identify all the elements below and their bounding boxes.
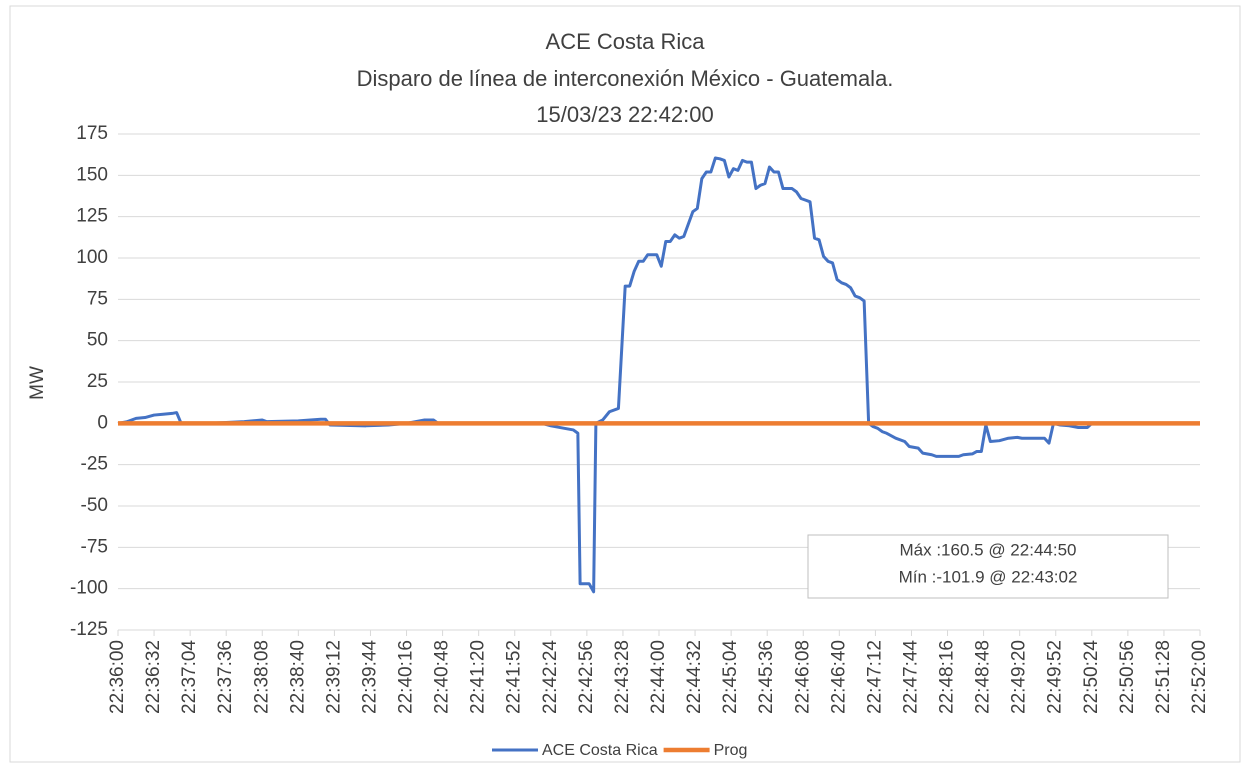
x-tick-label: 22:39:44	[359, 640, 380, 714]
x-tick-label: 22:37:36	[215, 640, 236, 714]
y-tick-label: -25	[81, 454, 108, 475]
legend-label: Prog	[714, 742, 748, 759]
x-tick-label: 22:38:40	[287, 640, 308, 714]
x-tick-label: 22:40:48	[432, 640, 453, 714]
y-tick-label: -50	[81, 495, 108, 516]
y-tick-label: -125	[70, 619, 108, 640]
chart-subtitle: Disparo de línea de interconexión México…	[357, 66, 894, 91]
x-tick-label: 22:37:04	[179, 640, 200, 714]
y-tick-label: 150	[76, 164, 108, 185]
x-tick-label: 22:46:08	[792, 640, 813, 714]
x-tick-label: 22:51:28	[1153, 640, 1174, 714]
x-tick-label: 22:48:16	[937, 640, 958, 714]
y-tick-label: 50	[87, 330, 108, 351]
x-tick-label: 22:36:00	[107, 640, 128, 714]
x-tick-label: 22:49:20	[1009, 640, 1030, 714]
y-tick-label: 175	[76, 123, 108, 144]
chart-title: ACE Costa Rica	[546, 29, 706, 54]
y-tick-label: -75	[81, 536, 108, 557]
x-tick-label: 22:52:00	[1189, 640, 1210, 714]
x-tick-label: 22:41:52	[504, 640, 525, 714]
x-tick-label: 22:40:16	[396, 640, 417, 714]
chart-frame	[9, 5, 1241, 763]
x-tick-label: 22:50:24	[1081, 640, 1102, 714]
x-tick-label: 22:46:40	[828, 640, 849, 714]
y-tick-label: -100	[70, 578, 108, 599]
y-tick-label: 25	[87, 371, 108, 392]
legend-label: ACE Costa Rica	[542, 742, 658, 759]
x-tick-label: 22:44:00	[648, 640, 669, 714]
x-tick-label: 22:38:08	[251, 640, 272, 714]
x-tick-label: 22:43:28	[612, 640, 633, 714]
x-tick-label: 22:50:56	[1117, 640, 1138, 714]
x-tick-label: 22:41:20	[468, 640, 489, 714]
x-tick-label: 22:47:12	[864, 640, 885, 714]
x-tick-label: 22:45:36	[756, 640, 777, 714]
x-tick-label: 22:49:52	[1045, 640, 1066, 714]
annotation: Máx :160.5 @ 22:44:50	[900, 540, 1077, 559]
y-axis-label: MW	[27, 366, 48, 400]
x-tick-label: 22:42:24	[540, 640, 561, 714]
y-tick-label: 75	[87, 288, 108, 309]
x-tick-label: 22:47:44	[900, 640, 921, 714]
x-tick-label: 22:39:12	[323, 640, 344, 714]
x-tick-label: 22:45:04	[720, 640, 741, 714]
x-tick-label: 22:44:32	[684, 640, 705, 714]
x-tick-label: 22:36:32	[143, 640, 164, 714]
y-tick-label: 0	[97, 412, 108, 433]
y-tick-label: 125	[76, 206, 108, 227]
annotation-box	[807, 534, 1169, 599]
x-tick-label: 22:42:56	[576, 640, 597, 714]
chart-date: 15/03/23 22:42:00	[536, 102, 713, 127]
y-tick-label: 100	[76, 247, 108, 268]
x-tick-label: 22:48:48	[973, 640, 994, 714]
annotation: Mín :-101.9 @ 22:43:02	[899, 567, 1078, 586]
